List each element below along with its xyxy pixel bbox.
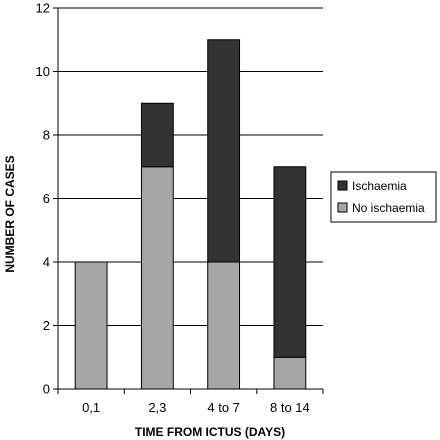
x-tick-label: 0,1 bbox=[82, 400, 100, 415]
bar-no-ischaemia-2 bbox=[207, 261, 241, 390]
x-tick-label: 8 to 14 bbox=[270, 400, 310, 415]
bar-no-ischaemia-3 bbox=[273, 356, 307, 390]
y-axis-title: NUMBER OF CASES bbox=[3, 155, 17, 272]
bar-no-ischaemia-1 bbox=[140, 166, 174, 390]
bar-no-ischaemia-0 bbox=[74, 261, 108, 390]
y-tick-label: 2 bbox=[43, 318, 50, 333]
bar-ischaemia-1 bbox=[140, 102, 174, 168]
x-tick-label: 4 to 7 bbox=[207, 400, 240, 415]
bar-ischaemia-2 bbox=[207, 39, 241, 263]
y-tick-label: 8 bbox=[43, 128, 50, 143]
x-tick-label: 2,3 bbox=[148, 400, 166, 415]
y-tick-label: 12 bbox=[36, 1, 50, 16]
y-tick-label: 0 bbox=[43, 382, 50, 397]
bar-ischaemia-3 bbox=[273, 166, 307, 358]
legend-swatch-ischaemia bbox=[337, 180, 348, 191]
y-tick-label: 10 bbox=[36, 64, 50, 79]
legend: Ischaemia No ischaemia bbox=[330, 171, 437, 223]
legend-box bbox=[330, 171, 437, 223]
axes bbox=[53, 7, 324, 394]
legend-swatch-no-ischaemia bbox=[337, 202, 348, 213]
legend-label: No ischaemia bbox=[352, 201, 425, 215]
y-tick-label: 6 bbox=[43, 191, 50, 206]
tick-labels: 0 2 4 6 8 10 12 0,1 2,3 4 to 7 8 to 14 bbox=[36, 1, 310, 416]
y-tick-label: 4 bbox=[43, 255, 50, 270]
bars bbox=[74, 39, 307, 390]
legend-label: Ischaemia bbox=[352, 179, 407, 193]
x-axis-title: TIME FROM ICTUS (DAYS) bbox=[135, 425, 285, 439]
